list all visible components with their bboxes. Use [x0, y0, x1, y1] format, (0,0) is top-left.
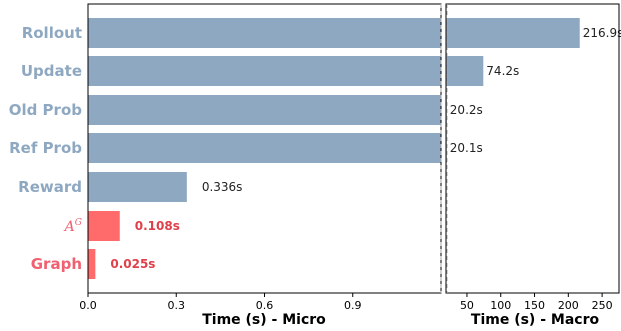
value-label-a-g: 0.108s — [135, 219, 180, 233]
micro-bar-reward — [88, 172, 187, 202]
macro-tick-label: 250 — [592, 299, 613, 312]
value-label-ref-prob: 20.1s — [450, 141, 483, 155]
micro-x-ticks: 0.0 0.3 0.6 0.9 — [79, 293, 362, 312]
panel-macro: 216.9s 74.2s 20.2s 20.1s 50 100 150 200 250 Tim… — [445, 3, 621, 328]
micro-tick-label: 0.6 — [256, 299, 274, 312]
category-label-old-prob: Old Prob — [9, 101, 83, 119]
panel-micro: 0.336s 0.108s 0.025s 0.0 0.3 0.6 0.9 Time (s)… — [79, 3, 442, 328]
micro-x-axis-title: Time (s) - Micro — [202, 312, 326, 328]
value-label-update: 74.2s — [486, 64, 519, 78]
category-label-update: Update — [21, 62, 82, 80]
macro-value-labels: 216.9s 74.2s 20.2s 20.1s — [450, 26, 621, 155]
micro-tick-label: 0.9 — [344, 299, 362, 312]
category-label-graph: Graph — [31, 255, 82, 273]
micro-bar-update — [88, 56, 441, 86]
micro-bars — [88, 18, 441, 279]
macro-bar-rollout — [446, 18, 580, 48]
micro-bar-old-prob — [88, 95, 441, 125]
micro-bar-ref-prob — [88, 133, 441, 163]
category-label-a-g: AG — [63, 218, 82, 235]
axis-break-lines — [440, 4, 448, 293]
macro-tick-label: 50 — [460, 299, 474, 312]
value-label-rollout: 216.9s — [583, 26, 621, 40]
macro-tick-label: 100 — [490, 299, 511, 312]
value-label-graph: 0.025s — [110, 257, 155, 271]
macro-tick-label: 200 — [558, 299, 579, 312]
category-label-reward: Reward — [18, 178, 82, 196]
value-label-reward: 0.336s — [202, 180, 243, 194]
category-labels: Rollout Update Old Prob Ref Prob Reward AG Gra… — [9, 24, 83, 273]
macro-x-ticks: 50 100 150 200 250 — [460, 293, 613, 312]
macro-tick-label: 150 — [524, 299, 545, 312]
micro-tick-label: 0.0 — [79, 299, 97, 312]
category-label-rollout: Rollout — [22, 24, 82, 42]
micro-tick-label: 0.3 — [168, 299, 186, 312]
micro-value-labels: 0.336s 0.108s 0.025s — [110, 180, 242, 271]
macro-x-axis-title: Time (s) - Macro — [471, 312, 600, 328]
macro-bars — [446, 18, 580, 163]
macro-axes-frame — [445, 3, 620, 294]
value-label-old-prob: 20.2s — [450, 103, 483, 117]
category-label-ref-prob: Ref Prob — [9, 139, 82, 157]
macro-bar-update — [446, 56, 484, 86]
micro-bar-a-g — [88, 211, 120, 241]
micro-bar-rollout — [88, 18, 441, 48]
micro-bar-graph — [88, 249, 96, 279]
